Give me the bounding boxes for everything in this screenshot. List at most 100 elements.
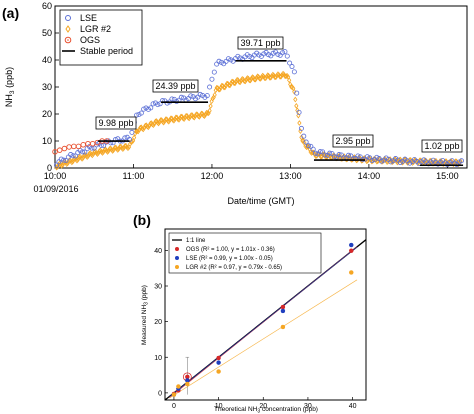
- lgr-point: [199, 110, 204, 117]
- annotation-box: [237, 36, 284, 50]
- lgr-point: [249, 75, 254, 82]
- lse-point: [188, 93, 194, 99]
- annotation-box: [95, 116, 137, 130]
- b-data-point: [185, 381, 190, 387]
- legend-marker-ogs-dot: [67, 39, 69, 41]
- b-xtick-label: 30: [304, 403, 312, 410]
- lse-point: [282, 49, 288, 55]
- lgr-point: [187, 115, 192, 122]
- lse-point: [275, 51, 281, 57]
- lgr-point: [194, 111, 199, 118]
- annotation-label: 2.95 ppb: [335, 136, 370, 146]
- b-data-point: [216, 369, 221, 374]
- lgr-point: [132, 134, 137, 141]
- b-data-point: [349, 270, 354, 275]
- b-data-point: [216, 355, 221, 361]
- b-xtick-label: 40: [349, 403, 357, 410]
- fit-line: [169, 246, 358, 397]
- lgr-point: [117, 143, 122, 150]
- lse-point: [225, 56, 231, 62]
- lse-point: [134, 112, 140, 118]
- lgr-point: [100, 150, 105, 156]
- lgr-point: [95, 151, 100, 157]
- ogs-point: [66, 144, 72, 150]
- lgr-point: [243, 78, 248, 85]
- annotation-label: 1.02 ppb: [424, 141, 459, 151]
- panel-a-label: (a): [2, 5, 19, 21]
- ogs-point: [75, 143, 82, 150]
- b-ytick-label: 40: [154, 248, 162, 255]
- ogs-point: [94, 139, 101, 146]
- lgr-point: [97, 148, 102, 154]
- lgr-point: [115, 147, 120, 153]
- lgr-point: [259, 74, 264, 80]
- lgr-point: [340, 155, 345, 162]
- lse-point: [388, 159, 394, 165]
- lgr-point: [151, 122, 156, 129]
- b-data-point: [216, 360, 221, 365]
- lgr-point: [141, 126, 146, 133]
- lgr-point: [125, 145, 131, 152]
- lgr-point: [208, 103, 213, 109]
- legend-b-marker: [175, 247, 179, 251]
- panel-b-ylabel: Measured NH3 (ppb): [141, 285, 150, 345]
- panel-a-ylabel: NH3 (ppb): [4, 67, 16, 107]
- lse-point: [301, 133, 307, 139]
- lgr-point: [227, 82, 233, 89]
- lse-point: [369, 157, 375, 163]
- panel-a-ticks: 0 10 20 30 40 50 60 10:00 11:00 12:00 13:00 14:00 15…: [42, 1, 459, 181]
- lgr-point: [92, 149, 97, 155]
- lse-point: [305, 143, 311, 149]
- lgr-point: [229, 78, 235, 85]
- lgr-point: [79, 156, 85, 162]
- lgr-point: [74, 157, 80, 164]
- lse-point: [329, 151, 335, 157]
- lgr-point: [85, 154, 90, 161]
- lse-point: [247, 53, 253, 59]
- a-ytick-label: 60: [42, 1, 52, 11]
- lse-point: [331, 154, 337, 160]
- lgr-point: [110, 148, 115, 154]
- panel-b-frame: [164, 228, 367, 401]
- a-ytick-label: 50: [42, 28, 52, 38]
- legend-b-marker: [175, 256, 179, 260]
- lgr-point: [254, 74, 259, 81]
- lse-point: [265, 52, 271, 58]
- lse-point: [79, 149, 85, 155]
- lse-point: [291, 69, 297, 75]
- lgr-point: [192, 114, 197, 121]
- legend-b-marker: [175, 265, 179, 269]
- panel-b-legend: 1:1 line OGS (R² = 1.00, y = 1.01x - 0.36…: [168, 232, 322, 274]
- lse-point: [138, 110, 144, 116]
- lgr-point: [106, 148, 111, 154]
- lse-point: [378, 158, 384, 164]
- lgr-point: [207, 107, 212, 114]
- legend-entry: LGR #2: [80, 24, 111, 34]
- annotation-box: [421, 139, 463, 153]
- legend-box: [59, 9, 143, 66]
- lse-point: [298, 125, 304, 131]
- lgr-point: [96, 150, 101, 156]
- lgr-point: [376, 156, 382, 163]
- ogs-point: [89, 140, 96, 147]
- panel-a: (a) 0 10 20 30 40 50 60 10:00 11:00 12:00 13:00 14:…: [2, 1, 468, 206]
- lgr-point: [156, 120, 161, 127]
- legend-entry: Stable period: [80, 46, 133, 56]
- lse-point: [289, 64, 295, 70]
- lgr-point: [224, 80, 230, 87]
- annotation-box: [332, 134, 374, 148]
- lse-point: [346, 152, 352, 158]
- b-data-point: [349, 242, 354, 248]
- b-xtick-label: 10: [215, 403, 223, 410]
- lse-point: [317, 149, 323, 155]
- annotation-label: 39.71 ppb: [240, 38, 280, 48]
- lse-point: [164, 100, 170, 106]
- lse-point: [211, 69, 217, 75]
- lse-point: [303, 139, 309, 145]
- lgr-point: [240, 75, 245, 82]
- lgr-point: [64, 161, 69, 168]
- lgr-point: [105, 149, 110, 155]
- lgr-point: [222, 84, 227, 91]
- lgr-point: [263, 75, 268, 82]
- lgr-point: [145, 123, 150, 130]
